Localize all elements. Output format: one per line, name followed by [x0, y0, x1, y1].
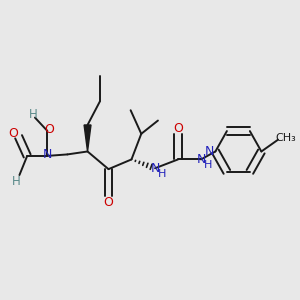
Text: H: H: [158, 169, 166, 179]
Text: N: N: [151, 162, 160, 175]
Text: O: O: [44, 123, 54, 136]
Text: H: H: [12, 175, 20, 188]
Text: H: H: [204, 160, 212, 170]
Text: O: O: [8, 127, 18, 140]
Text: N: N: [43, 148, 52, 161]
Polygon shape: [84, 125, 91, 152]
Text: O: O: [173, 122, 183, 135]
Text: CH₃: CH₃: [276, 133, 296, 143]
Text: N: N: [197, 153, 206, 166]
Text: N: N: [205, 145, 214, 158]
Text: H: H: [29, 108, 38, 121]
Text: O: O: [103, 196, 113, 208]
